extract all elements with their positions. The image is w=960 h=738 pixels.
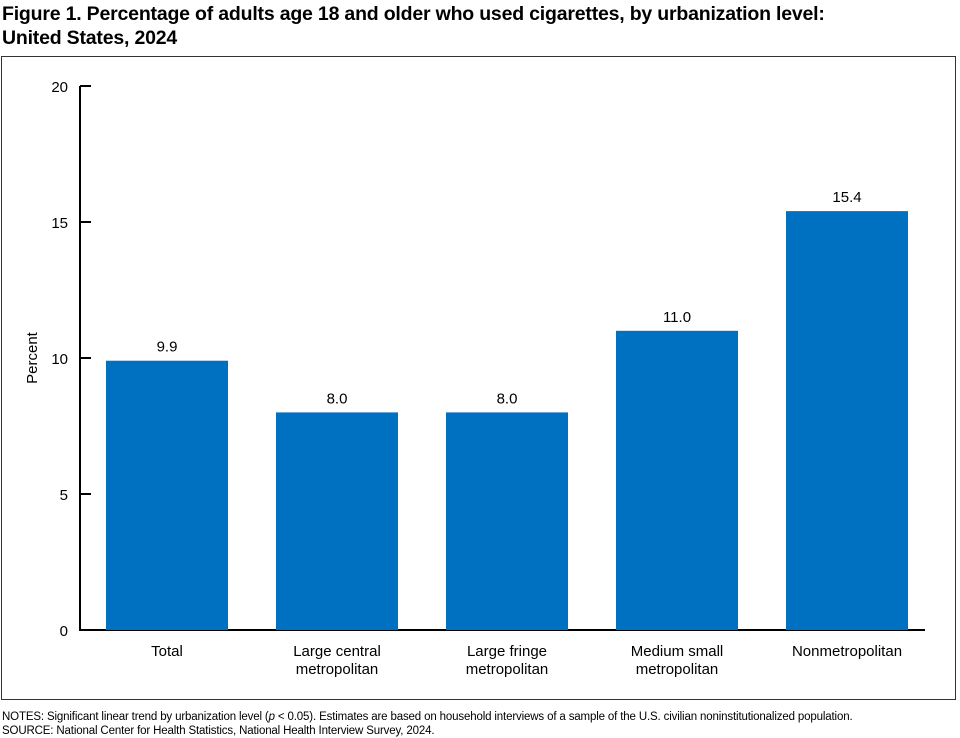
source-text: SOURCE: National Center for Health Stati… <box>2 725 435 737</box>
bar <box>786 211 908 630</box>
data-label: 15.4 <box>832 189 861 206</box>
notes: NOTES: Significant linear trend by urban… <box>2 710 853 738</box>
x-tick-label: Large central <box>293 643 381 660</box>
y-tick-label: 20 <box>51 79 68 96</box>
bar <box>276 412 398 630</box>
notes-text: NOTES: Significant linear trend by urban… <box>2 711 269 723</box>
notes-text-2: < 0.05). Estimates are based on househol… <box>274 711 853 723</box>
chart-title: Figure 1. Percentage of adults age 18 an… <box>2 2 952 50</box>
bar <box>616 330 738 630</box>
data-label: 9.9 <box>157 339 178 356</box>
x-tick-label: Nonmetropolitan <box>792 643 902 660</box>
title-line-1: Figure 1. Percentage of adults age 18 an… <box>2 3 825 25</box>
y-tick-label: 10 <box>51 351 68 368</box>
data-label: 11.0 <box>663 309 691 326</box>
notes-p: p <box>268 711 275 723</box>
x-tick-label: Medium small <box>631 643 724 660</box>
bar <box>446 412 568 630</box>
data-label: 8.0 <box>327 390 348 407</box>
x-tick-label: metropolitan <box>636 661 719 678</box>
y-tick-label: 15 <box>51 215 68 232</box>
x-tick-label: Large fringe <box>467 643 547 660</box>
y-tick-label: 5 <box>60 487 68 504</box>
x-tick-label: metropolitan <box>466 661 549 678</box>
bar <box>106 360 228 630</box>
data-label: 8.0 <box>497 390 518 407</box>
y-axis-label: Percent <box>24 331 41 384</box>
x-tick-label: Total <box>151 643 183 660</box>
x-tick-label: metropolitan <box>296 661 379 678</box>
title-line-2: United States, 2024 <box>2 27 178 49</box>
y-tick-label: 0 <box>60 623 68 640</box>
chart-frame <box>1 56 956 700</box>
